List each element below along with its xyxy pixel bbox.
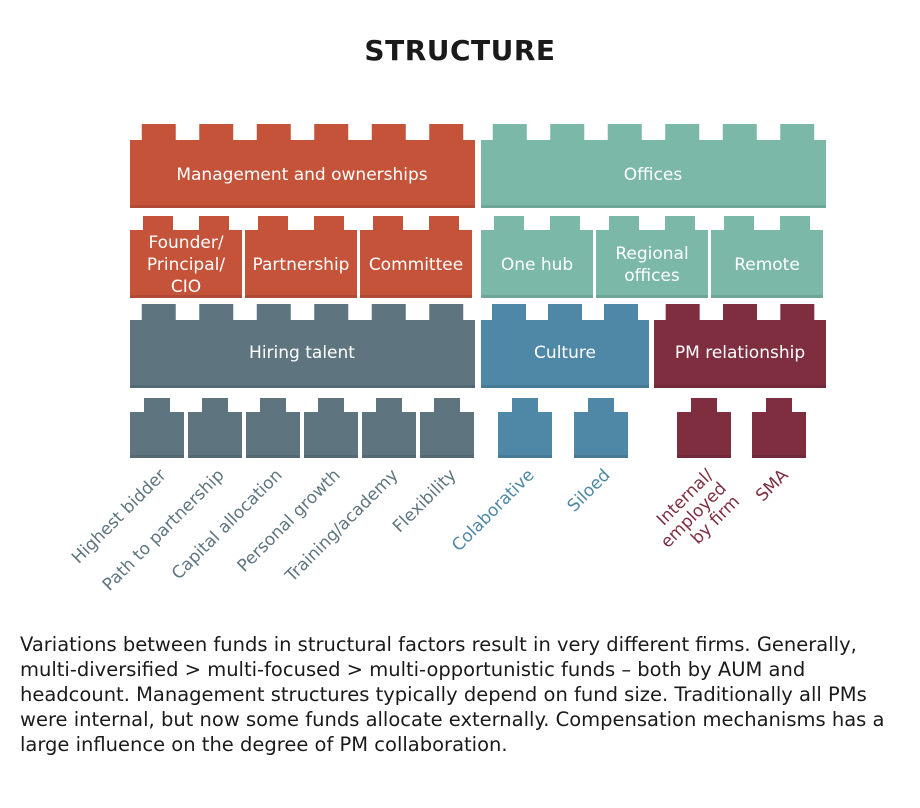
hiring-item-label-3: Capital allocation	[168, 465, 287, 584]
pm-item-label-2: SMA	[752, 465, 793, 506]
management-header-brick	[130, 124, 475, 208]
pm-header-brick	[654, 304, 826, 388]
hiring-item-label-4: Personal growth	[234, 465, 345, 576]
pm-item-brick-2	[752, 398, 806, 458]
management-item-label-3: Committee	[369, 255, 463, 275]
hiring-header-label: Hiring talent	[249, 343, 355, 363]
culture-header-brick	[481, 304, 649, 388]
management-item-brick-2	[245, 216, 357, 298]
culture-item-brick-1	[498, 398, 552, 458]
pm-header-label: PM relationship	[675, 343, 805, 363]
offices-header-label: Offices	[624, 165, 683, 185]
hiring-item-brick-4	[304, 398, 358, 458]
pm-item-label-1: Internal/employedby firm	[644, 465, 744, 565]
hiring-item-brick-6	[420, 398, 474, 458]
hiring-item-brick-1	[130, 398, 184, 458]
hiring-header-brick	[130, 304, 475, 388]
page-title: STRUCTURE	[364, 34, 556, 67]
hiring-item-brick-5	[362, 398, 416, 458]
management-item-label-1: Founder/Principal/CIO	[147, 233, 225, 297]
offices-item-label-3: Remote	[734, 255, 800, 275]
hiring-item-brick-3	[246, 398, 300, 458]
culture-item-label-2: Siloed	[564, 465, 615, 516]
offices-item-label-1: One hub	[501, 255, 573, 275]
culture-item-label-1: Colaborative	[448, 465, 538, 555]
offices-item-brick-1	[481, 216, 593, 298]
management-item-label-2: Partnership	[253, 255, 350, 275]
hiring-item-label-5: Training/academy	[281, 465, 403, 587]
offices-item-brick-2	[596, 216, 708, 298]
pm-item-brick-1	[677, 398, 731, 458]
offices-item-label-2: Regional offices	[615, 244, 688, 286]
management-header-label: Management and ownerships	[176, 165, 427, 185]
culture-header-label: Culture	[534, 343, 596, 363]
offices-header-brick	[481, 124, 826, 208]
management-item-brick-1	[130, 216, 242, 298]
hiring-item-label-6: Flexibility	[389, 465, 461, 537]
caption-text: Variations between funds in structural f…	[20, 633, 885, 756]
structure-diagram: Management and ownerships Offices Founder/…	[68, 124, 826, 595]
offices-item-brick-3	[711, 216, 823, 298]
culture-item-brick-2	[574, 398, 628, 458]
management-item-brick-3	[360, 216, 472, 298]
hiring-item-brick-2	[188, 398, 242, 458]
